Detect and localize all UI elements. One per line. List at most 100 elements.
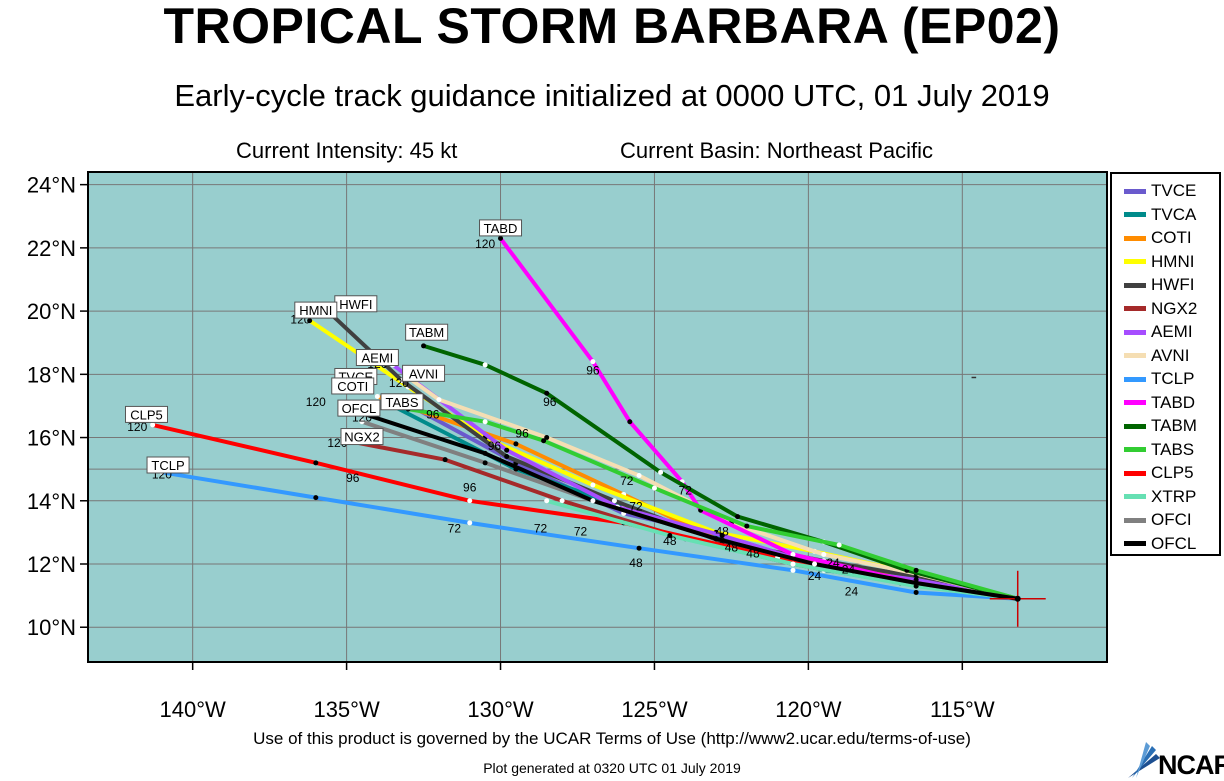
track-name-box	[124, 405, 168, 423]
forecast-hour-label: 96	[586, 363, 600, 377]
legend-swatch	[1124, 188, 1146, 194]
legend-swatch	[1124, 470, 1146, 476]
track-point	[590, 482, 596, 488]
forecast-hour-label: 120	[127, 420, 147, 434]
forecast-hour-label: 24	[808, 569, 822, 583]
forecast-hour-label: 120	[306, 395, 326, 409]
track-point	[627, 419, 633, 425]
legend-item: TABD	[1124, 391, 1195, 415]
forecast-hour-label: 72	[620, 474, 634, 488]
storm-center-dot	[1014, 595, 1021, 602]
forecast-hour-label: 48	[746, 547, 760, 561]
legend-swatch	[1124, 494, 1146, 499]
lat-tick-label: 22°N	[27, 236, 76, 261]
track-point	[790, 552, 796, 558]
legend-label: XTRP	[1151, 486, 1197, 506]
legend-swatch	[1124, 517, 1146, 523]
track-name-box	[402, 364, 446, 382]
track-point	[541, 438, 547, 444]
track-tabm	[423, 343, 1019, 601]
legend-label: OFCI	[1151, 510, 1192, 529]
track-point	[482, 460, 488, 466]
track-point	[836, 542, 842, 548]
track-name-label: COTI	[337, 379, 368, 394]
track-point	[636, 545, 642, 551]
forecast-hour-label: 24	[826, 556, 840, 570]
lat-tick-label: 12°N	[27, 552, 76, 577]
forecast-hour-label: 48	[725, 540, 739, 554]
lon-tick-label: 135°W	[313, 697, 380, 722]
lon-tick-label: 140°W	[160, 697, 227, 722]
storm-title: TROPICAL STORM BARBARA (EP02)	[163, 0, 1061, 54]
legend-item: OFCI	[1124, 508, 1192, 532]
legend-item: OFCL	[1124, 532, 1196, 556]
track-name-label: AEMI	[361, 351, 393, 366]
legend-label: HWFI	[1151, 275, 1195, 294]
track-point	[913, 580, 919, 586]
model-legend: TVCE TVCA COTI HMNI HWFI NGX2 AEMI AVNI TCLP TABD…	[1110, 172, 1221, 556]
legend-label: TCLP	[1151, 369, 1195, 388]
track-point	[821, 552, 827, 558]
track-point	[812, 561, 818, 567]
track-point	[611, 498, 617, 504]
track-point	[482, 362, 488, 368]
track-name-label: CLP5	[130, 407, 163, 422]
legend-item: COTI	[1124, 226, 1192, 250]
legend-item: AVNI	[1124, 344, 1189, 368]
track-point	[467, 498, 473, 504]
track-name-box	[146, 456, 190, 474]
forecast-hour-label: 72	[574, 525, 588, 539]
forecast-hour-label: 72	[679, 483, 693, 497]
track-name-box	[331, 377, 375, 395]
lat-tick-label: 24°N	[27, 173, 76, 198]
track-point	[504, 447, 510, 453]
lat-tick-label: 20°N	[27, 299, 76, 324]
current-intensity: Current Intensity: 45 kt	[236, 138, 458, 163]
legend-item: TVCA	[1124, 203, 1196, 227]
forecast-hour-label: 96	[488, 439, 502, 453]
lat-tick-label: 14°N	[27, 489, 76, 514]
lon-tick-label: 130°W	[467, 697, 534, 722]
legend-item: TVCE	[1124, 179, 1196, 203]
forecast-hour-label: 24	[842, 562, 856, 576]
forecast-hour-label: 48	[629, 556, 643, 570]
legend-label: AVNI	[1151, 345, 1190, 365]
terms-of-use: Use of this product is governed by the U…	[253, 729, 971, 748]
forecast-hour-label: 96	[515, 427, 529, 441]
legend-label: OFCL	[1151, 533, 1197, 553]
track-name-label: AVNI	[409, 366, 438, 381]
track-point	[658, 469, 664, 475]
legend-label: AEMI	[1151, 322, 1193, 341]
track-point	[482, 419, 488, 425]
legend-label: TVCE	[1151, 181, 1197, 200]
plot-generated-time: Plot generated at 0320 UTC 01 July 2019	[483, 760, 741, 776]
track-point	[651, 485, 657, 491]
plot-frame	[87, 171, 1108, 663]
legend-label: TVCA	[1151, 204, 1197, 224]
track-point	[313, 495, 319, 501]
track-point	[544, 390, 550, 396]
lat-tick-label: 10°N	[27, 615, 76, 640]
legend-item: HMNI	[1124, 250, 1194, 274]
legend-swatch	[1124, 306, 1146, 311]
track-name-label: TABD	[484, 221, 518, 236]
track-name-label: TCLP	[151, 458, 184, 473]
legend-label: NGX2	[1151, 298, 1198, 318]
legend-swatch	[1124, 235, 1146, 241]
current-basin: Current Basin: Northeast Pacific	[620, 138, 934, 163]
track-point	[421, 343, 427, 349]
lat-tick-label: 16°N	[27, 426, 76, 451]
track-point	[913, 589, 919, 595]
legend-swatch	[1124, 282, 1146, 288]
legend-item: XTRP	[1124, 485, 1196, 509]
legend-label: TABD	[1151, 392, 1196, 412]
ncar-logo	[1128, 742, 1160, 778]
track-point	[790, 561, 796, 567]
legend-label: COTI	[1151, 228, 1192, 247]
legend-item: CLP5	[1124, 461, 1194, 485]
legend-label: TABM	[1151, 416, 1197, 435]
track-point	[498, 235, 504, 241]
legend-swatch	[1124, 447, 1146, 452]
track-tabs	[407, 407, 1019, 601]
track-name-label: TABS	[386, 395, 419, 410]
